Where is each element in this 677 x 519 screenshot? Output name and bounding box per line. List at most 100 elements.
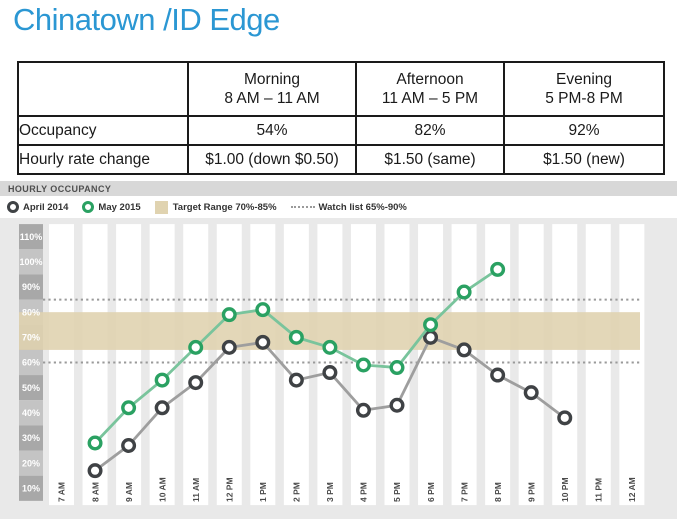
x-axis-label: 4 PM	[359, 482, 369, 502]
data-point-marker	[188, 339, 204, 355]
data-point-marker	[221, 307, 237, 323]
y-axis-label: 60%	[22, 358, 40, 368]
y-axis-label: 50%	[22, 383, 40, 393]
hourly-occupancy-chart: HOURLY OCCUPANCY April 2014 May 2015 Tar…	[0, 181, 677, 519]
column-stripe	[552, 224, 578, 506]
column-stripe	[518, 224, 544, 506]
x-axis-label: 3 PM	[325, 482, 335, 502]
column-stripe	[82, 224, 108, 506]
row-label-hourly-rate: Hourly rate change	[17, 144, 189, 175]
x-axis-label: 10 AM	[157, 477, 167, 502]
data-point-marker	[87, 435, 103, 451]
data-point-marker	[255, 334, 271, 350]
data-point-marker	[523, 385, 539, 401]
column-stripe	[216, 224, 242, 506]
data-point-marker	[87, 463, 103, 479]
col-header-evening: Evening 5 PM-8 PM	[503, 61, 665, 117]
y-axis-label: 90%	[22, 282, 40, 292]
y-axis-label: 80%	[22, 307, 40, 317]
data-point-marker	[288, 329, 304, 345]
column-stripe	[49, 224, 74, 506]
column-stripe	[585, 224, 611, 506]
watch-list-dotted-icon	[290, 206, 315, 208]
x-axis-label: 6 PM	[426, 482, 436, 502]
data-point-marker	[389, 397, 405, 413]
y-axis-label: 70%	[22, 333, 40, 343]
y-axis-block	[19, 375, 43, 401]
data-point-marker	[322, 339, 338, 355]
column-stripe	[283, 224, 309, 506]
legend-label: May 2015	[98, 201, 141, 213]
column-stripe	[250, 224, 276, 506]
rate-evening: $1.50 (new)	[503, 144, 665, 175]
data-point-marker	[121, 438, 137, 454]
rate-morning: $1.00 (down $0.50)	[187, 144, 357, 175]
data-point-marker	[154, 400, 170, 416]
column-stripe	[619, 224, 645, 506]
x-axis-label: 7 PM	[459, 482, 469, 502]
data-point-marker	[221, 339, 237, 355]
x-axis-label: 1 PM	[258, 482, 268, 502]
data-point-marker	[154, 372, 170, 388]
col-header-morning: Morning 8 AM – 11 AM	[187, 61, 357, 117]
data-point-marker	[355, 402, 371, 418]
data-point-marker	[322, 365, 338, 381]
column-stripe	[149, 224, 175, 506]
occupancy-morning: 54%	[187, 115, 357, 146]
data-point-marker	[490, 261, 506, 277]
x-axis-label: 11 PM	[594, 478, 604, 502]
y-axis-block	[19, 400, 43, 426]
y-axis-block	[19, 349, 43, 376]
data-point-marker	[490, 367, 506, 383]
x-axis-label: 12 AM	[627, 477, 637, 502]
col-header-label: Afternoon	[396, 70, 464, 88]
table-row: Hourly rate change $1.00 (down $0.50) $1…	[17, 144, 665, 175]
data-point-marker	[255, 302, 271, 318]
legend-label: Watch list 65%-90%	[318, 201, 407, 213]
y-axis-block	[19, 274, 43, 300]
page-title: Chinatown /ID Edge	[13, 2, 280, 37]
table-header-row: Morning 8 AM – 11 AM Afternoon 11 AM – 5…	[17, 61, 665, 117]
legend-item-target-range: Target Range 70%-85%	[154, 200, 277, 214]
col-header-sublabel: 5 PM-8 PM	[545, 90, 623, 107]
data-point-marker	[456, 284, 472, 300]
row-label-occupancy: Occupancy	[17, 115, 189, 146]
y-axis-label: 110%	[20, 232, 43, 242]
chart-title-bar: HOURLY OCCUPANCY	[0, 181, 677, 196]
may-2015-marker-icon	[82, 201, 95, 213]
y-axis-block	[19, 425, 43, 451]
x-axis-label: 7 AM	[57, 482, 67, 502]
data-point-marker	[355, 357, 371, 373]
x-axis-label: 10 PM	[560, 477, 570, 502]
x-axis-label: 8 PM	[493, 482, 503, 502]
col-header-sublabel: 8 AM – 11 AM	[224, 90, 320, 107]
x-axis-label: 11 AM	[191, 478, 201, 502]
y-axis-block	[19, 475, 43, 501]
legend-label: April 2014	[23, 201, 69, 213]
data-point-marker	[188, 375, 204, 391]
april-2014-marker-icon	[7, 201, 19, 213]
legend-label: Target Range 70%-85%	[172, 201, 277, 213]
data-point-marker	[423, 329, 439, 345]
col-header-sublabel: 11 AM – 5 PM	[381, 90, 479, 107]
x-axis-label: 2 PM	[292, 482, 302, 502]
y-axis-block	[19, 450, 43, 476]
col-header-afternoon: Afternoon 11 AM – 5 PM	[355, 61, 505, 117]
table-row: Occupancy 54% 82% 92%	[17, 115, 665, 146]
column-stripe	[317, 224, 343, 506]
data-point-marker	[121, 400, 137, 416]
data-point-marker	[288, 372, 304, 388]
occupancy-afternoon: 82%	[355, 115, 505, 146]
data-point-marker	[456, 342, 472, 358]
chart-legend: April 2014 May 2015 Target Range 70%-85%…	[0, 196, 677, 218]
x-axis-label: 9 PM	[526, 482, 536, 502]
y-axis-block	[19, 249, 43, 275]
column-stripe	[116, 224, 142, 506]
x-axis-label: 9 AM	[124, 482, 134, 502]
table-corner-cell	[17, 61, 189, 117]
x-axis-label: 5 PM	[392, 482, 402, 502]
y-axis-label: 20%	[22, 458, 40, 468]
legend-item-april-2014: April 2014	[7, 201, 68, 213]
rate-afternoon: $1.50 (same)	[355, 144, 505, 175]
data-point-marker	[389, 360, 405, 376]
